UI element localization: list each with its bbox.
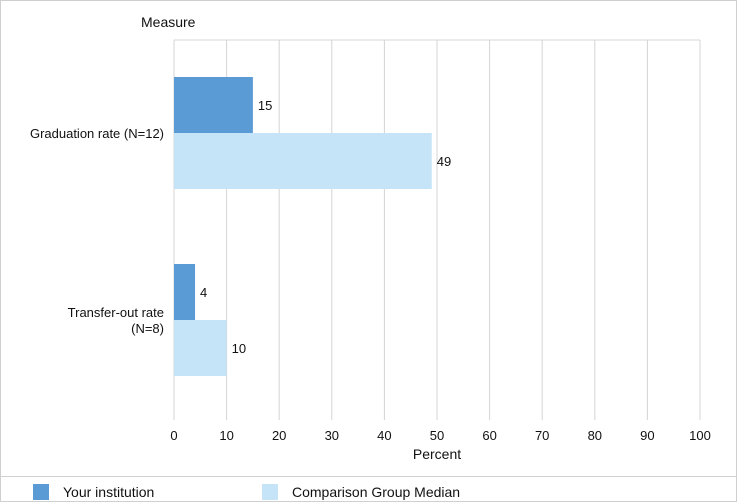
x-tick-label: 90 xyxy=(640,428,654,443)
x-tick-label: 20 xyxy=(272,428,286,443)
bar xyxy=(174,77,253,133)
x-tick-label: 70 xyxy=(535,428,549,443)
category-label: Graduation rate (N=12) xyxy=(30,126,164,141)
x-axis-ticks: 0 10 20 30 40 50 60 70 80 90 100 xyxy=(170,428,710,443)
category-labels: Graduation rate (N=12) Transfer-out rate(… xyxy=(30,126,164,336)
x-tick-label: 60 xyxy=(482,428,496,443)
chart-title: Measure xyxy=(141,14,196,30)
bar-value-label: 10 xyxy=(232,341,246,356)
legend-label-your-institution: Your institution xyxy=(63,484,155,500)
x-tick-label: 30 xyxy=(325,428,339,443)
x-tick-label: 10 xyxy=(219,428,233,443)
legend-swatch-comparison-group-median xyxy=(262,484,278,500)
bars xyxy=(174,77,432,376)
value-labels: 15 49 4 10 xyxy=(200,98,451,356)
x-tick-label: 0 xyxy=(170,428,177,443)
bar xyxy=(174,264,196,320)
x-tick-label: 50 xyxy=(430,428,444,443)
bar xyxy=(174,133,432,189)
bar-value-label: 49 xyxy=(437,154,451,169)
bar-value-label: 15 xyxy=(258,98,272,113)
category-label: Transfer-out rate xyxy=(68,305,164,320)
x-tick-label: 40 xyxy=(377,428,391,443)
bar xyxy=(174,320,227,376)
x-tick-label: 80 xyxy=(588,428,602,443)
legend: Your institution Comparison Group Median xyxy=(0,476,737,502)
bar-chart: Measure 15 49 4 10 Graduation rate (N=12) Tr… xyxy=(30,14,711,462)
legend-item-your-institution: Your institution xyxy=(33,484,154,500)
legend-swatch-your-institution xyxy=(33,484,49,500)
legend-item-comparison-group-median: Comparison Group Median xyxy=(262,484,460,500)
x-axis-label: Percent xyxy=(413,446,461,462)
bar-value-label: 4 xyxy=(200,285,207,300)
category-label: (N=8) xyxy=(131,321,164,336)
legend-label-comparison-group-median: Comparison Group Median xyxy=(292,484,461,500)
x-tick-label: 100 xyxy=(689,428,711,443)
